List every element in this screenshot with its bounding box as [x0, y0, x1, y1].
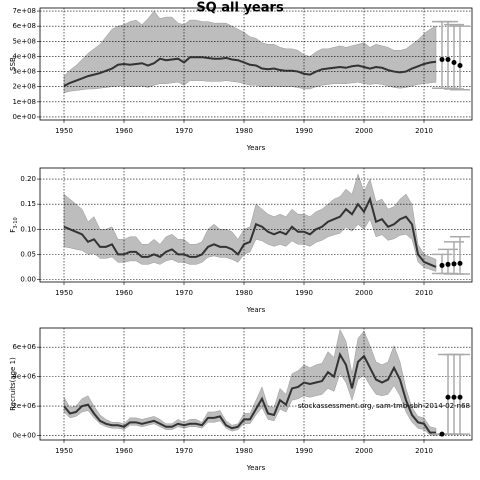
- x-tick-label: 2000: [355, 447, 373, 455]
- y-axis-label: F3-10: [9, 217, 19, 232]
- plot-frame: [39, 327, 473, 441]
- y-axis-label: Recruits(age 1): [9, 357, 17, 411]
- y-tick-label: 4e+06: [12, 373, 36, 381]
- y-axis-label-sub: 3-10: [13, 217, 19, 228]
- estimate-line: [63, 196, 437, 268]
- x-tick-label: 1970: [175, 289, 193, 297]
- projection-point: [451, 59, 457, 65]
- x-tick-label: 1980: [235, 127, 253, 135]
- projection-point: [457, 63, 463, 69]
- x-tick-label: 1950: [55, 127, 73, 135]
- x-tick-label: 1980: [235, 289, 253, 297]
- x-axis-label: Years: [246, 144, 266, 152]
- x-axis-label: Years: [246, 306, 266, 314]
- projection-point: [445, 394, 451, 400]
- plot-frame: [39, 167, 473, 283]
- confidence-band: [63, 173, 437, 272]
- projection-point: [451, 394, 457, 400]
- y-tick-label: 7e+08: [12, 7, 36, 15]
- y-tick-label: 2e+06: [12, 402, 36, 410]
- projection-point: [451, 261, 457, 267]
- estimate-line: [63, 351, 436, 434]
- y-tick-label: 0e+00: [12, 113, 36, 121]
- y-tick-label: 0e+00: [12, 432, 36, 440]
- projection-point: [457, 260, 463, 266]
- y-tick-label: 6e+06: [12, 343, 36, 351]
- x-tick-label: 2010: [415, 289, 433, 297]
- y-tick-label: 2e+08: [12, 83, 36, 91]
- x-tick-label: 1970: [175, 127, 193, 135]
- y-tick-label: 3e+08: [12, 68, 36, 76]
- x-tick-label: 1950: [55, 289, 73, 297]
- projection-point: [445, 261, 451, 267]
- x-tick-label: 1960: [115, 447, 133, 455]
- projection-point: [439, 56, 445, 62]
- projection-point: [439, 262, 445, 268]
- projection-point: [457, 394, 463, 400]
- y-tick-label: 0.05: [20, 250, 36, 258]
- y-tick-label: 0.20: [20, 175, 36, 183]
- x-tick-label: 2010: [415, 127, 433, 135]
- estimate-line: [63, 56, 437, 87]
- confidence-band: [63, 10, 437, 94]
- y-tick-label: 5e+08: [12, 37, 36, 45]
- x-tick-label: 2010: [415, 447, 433, 455]
- plot-frame: [39, 7, 473, 121]
- x-axis-label: Years: [246, 464, 266, 472]
- y-axis-label-main: SSB: [9, 57, 17, 71]
- x-tick-label: 2000: [355, 289, 373, 297]
- x-tick-label: 1990: [295, 289, 313, 297]
- y-tick-label: 1e+08: [12, 98, 36, 106]
- y-tick-label: 4e+08: [12, 52, 36, 60]
- x-tick-label: 1990: [295, 447, 313, 455]
- y-tick-label: 0.15: [20, 200, 36, 208]
- x-tick-label: 1990: [295, 127, 313, 135]
- projection-point: [439, 431, 445, 437]
- x-tick-label: 1960: [115, 127, 133, 135]
- y-axis-label-main: Recruits(age 1): [9, 357, 17, 411]
- x-tick-label: 1950: [55, 447, 73, 455]
- projection-point: [445, 56, 451, 62]
- x-tick-label: 1960: [115, 289, 133, 297]
- y-tick-label: 6e+08: [12, 22, 36, 30]
- y-axis-label-main: F: [9, 229, 17, 233]
- x-tick-label: 2000: [355, 127, 373, 135]
- x-tick-label: 1970: [175, 447, 193, 455]
- y-tick-label: 0.00: [20, 275, 36, 283]
- annotation: stockassessment.org, sam-tmb-sbh-2014-02…: [298, 402, 470, 410]
- y-axis-label: SSB: [9, 57, 17, 71]
- x-tick-label: 1980: [235, 447, 253, 455]
- y-tick-label: 0.10: [20, 225, 36, 233]
